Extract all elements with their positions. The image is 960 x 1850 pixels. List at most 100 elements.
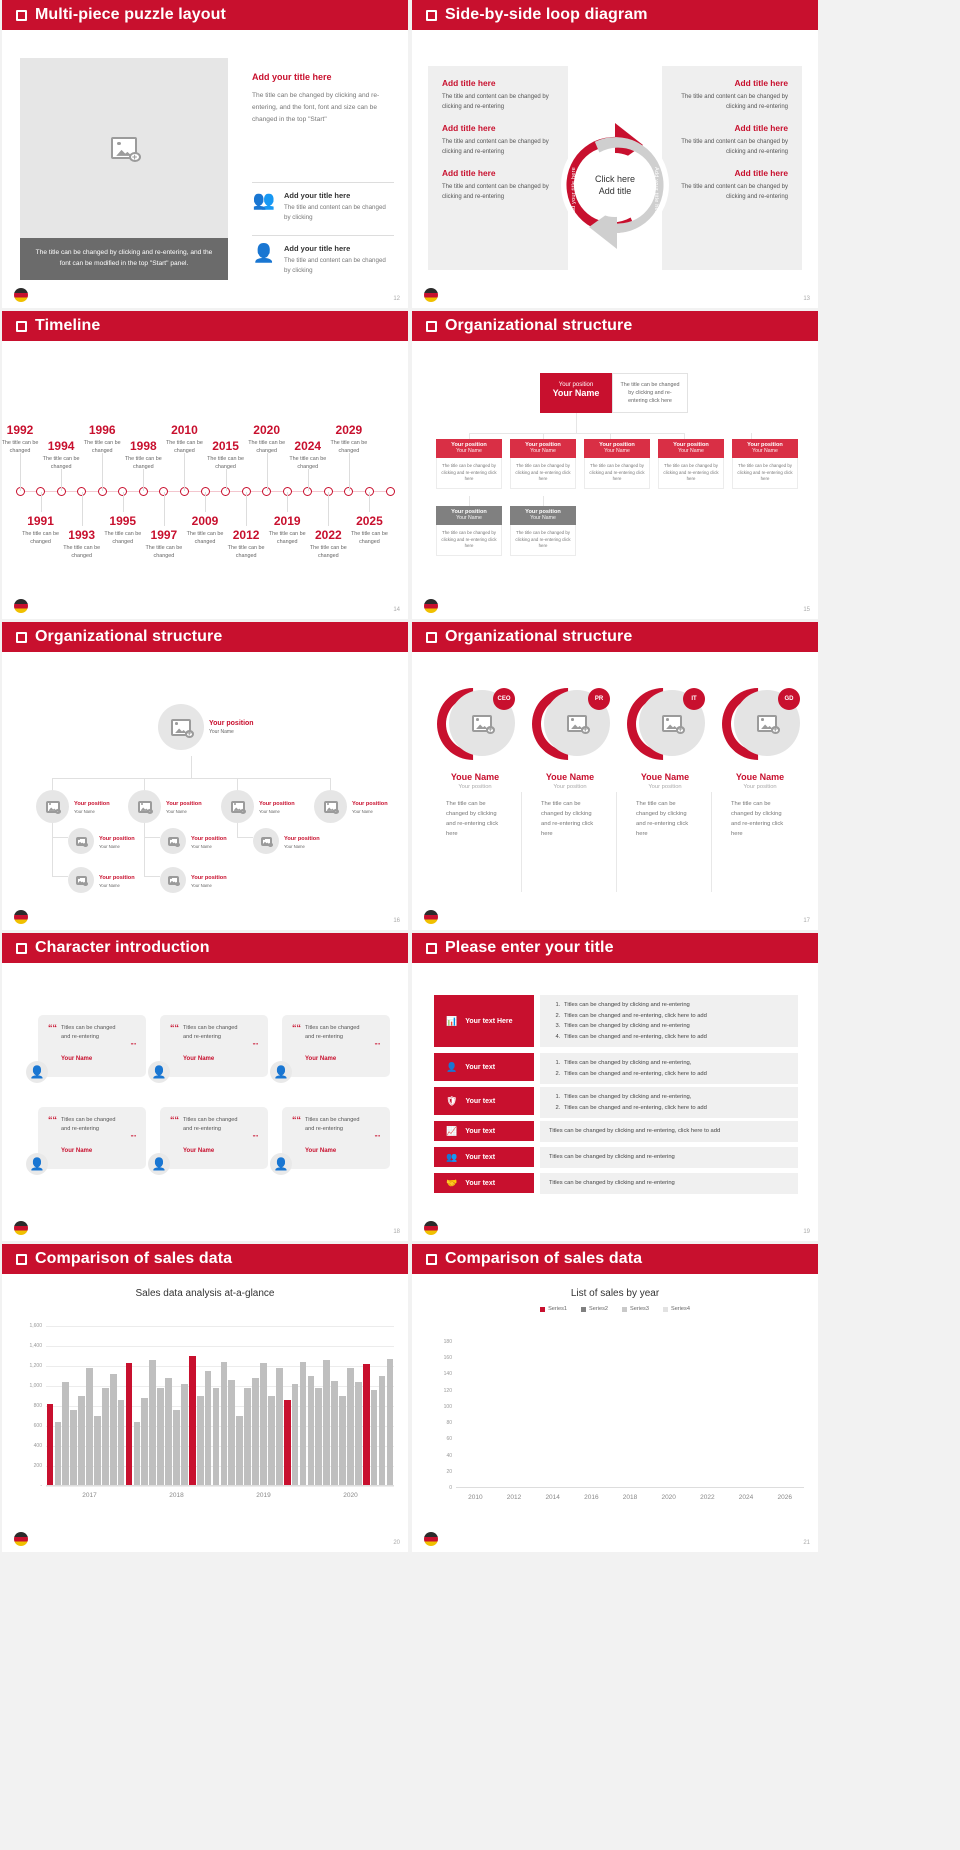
org-node[interactable]: + Your position Your Name	[36, 790, 110, 823]
timeline-event[interactable]: 1995 The title can be changed	[94, 514, 152, 546]
timeline-event[interactable]: 2009 The title can be changed	[176, 514, 234, 546]
org-node[interactable]: + Your position Your Name	[128, 790, 202, 823]
legend-item[interactable]: Series3	[622, 1306, 649, 1312]
row-button[interactable]: 📈 Your text	[434, 1121, 534, 1141]
org-box[interactable]: Your position Your Name The title can be…	[510, 439, 576, 489]
row-button[interactable]: 🛡 Your text	[434, 1087, 534, 1115]
row-button[interactable]: 👤 Your text	[434, 1053, 534, 1081]
bar[interactable]	[339, 1396, 346, 1486]
list-row[interactable]: 🛡 Your text Titles can be changed by cli…	[434, 1087, 798, 1118]
bar[interactable]	[157, 1388, 164, 1486]
bar[interactable]	[141, 1398, 149, 1486]
org-box[interactable]: Your position Your Name The title can be…	[658, 439, 724, 489]
bar[interactable]	[291, 1384, 299, 1486]
bar[interactable]	[109, 1374, 117, 1486]
timeline-event[interactable]: 2029 The title can be changed	[320, 423, 378, 455]
org-node[interactable]: + Your position Your Name	[68, 828, 135, 854]
loop-diagram[interactable]: Click here Add title Add your title here …	[555, 115, 675, 255]
org-box[interactable]: Your position Your Name The title can be…	[436, 506, 502, 556]
bar[interactable]	[260, 1363, 267, 1486]
bar[interactable]	[173, 1410, 180, 1486]
bar[interactable]	[117, 1400, 125, 1486]
bar[interactable]	[86, 1368, 93, 1486]
list-row[interactable]: 📊 Your text Here Titles can be changed b…	[434, 995, 798, 1047]
bar[interactable]	[307, 1376, 315, 1486]
org-box[interactable]: Your position Your Name The title can be…	[584, 439, 650, 489]
quote-card[interactable]: ““ Titles can be changed and re-entering …	[38, 1107, 146, 1169]
bar[interactable]	[165, 1378, 172, 1486]
timeline-event[interactable]: 2025 The title can be changed	[340, 514, 398, 546]
list-row[interactable]: 👥 Your text Titles can be changed by cli…	[434, 1147, 798, 1168]
bar[interactable]	[386, 1359, 394, 1486]
timeline-event[interactable]: 2020 The title can be changed	[238, 423, 296, 455]
quote-card[interactable]: ““ Titles can be changed and re-entering …	[282, 1015, 390, 1077]
org-node[interactable]: + Your position Your Name	[314, 790, 388, 823]
bar[interactable]	[133, 1422, 141, 1486]
bar[interactable]	[46, 1404, 54, 1486]
timeline-event[interactable]: 1998 The title can be changed	[114, 439, 172, 471]
bar[interactable]	[149, 1360, 157, 1486]
timeline-event[interactable]: 1996 The title can be changed	[73, 423, 131, 455]
bar[interactable]	[267, 1396, 275, 1486]
timeline-event[interactable]: 2012 The title can be changed	[217, 528, 275, 560]
org-node[interactable]: + Your position Your Name	[253, 828, 320, 854]
org-root[interactable]: Your position Your Name The title can be…	[540, 373, 688, 413]
bar[interactable]	[54, 1422, 62, 1486]
timeline-event[interactable]: 2015 The title can be changed	[197, 439, 255, 471]
bar[interactable]	[188, 1356, 196, 1486]
bar[interactable]	[252, 1378, 259, 1486]
legend-item[interactable]: Series2	[581, 1306, 608, 1312]
list-row[interactable]: 👤 Your text Titles can be changed by cli…	[434, 1053, 798, 1084]
org-node[interactable]: + Your position Your Name	[221, 790, 295, 823]
timeline-event[interactable]: 1992 The title can be changed	[2, 423, 49, 455]
legend-item[interactable]: Series1	[540, 1306, 567, 1312]
list-row[interactable]: 📈 Your text Titles can be changed by cli…	[434, 1121, 798, 1142]
timeline-tick[interactable]	[385, 487, 395, 496]
bar[interactable]	[315, 1388, 323, 1486]
row-button[interactable]: 👥 Your text	[434, 1147, 534, 1167]
timeline-event[interactable]: 2024 The title can be changed	[279, 439, 337, 471]
bar[interactable]	[204, 1371, 212, 1486]
bar[interactable]	[78, 1396, 85, 1486]
bar[interactable]	[196, 1396, 204, 1486]
timeline-event[interactable]: 1997 The title can be changed	[135, 528, 193, 560]
org-node[interactable]: + Your position Your Name	[68, 867, 135, 893]
bar[interactable]	[220, 1362, 228, 1486]
quote-card[interactable]: ““ Titles can be changed and re-entering …	[38, 1015, 146, 1077]
legend-item[interactable]: Series4	[662, 1306, 690, 1312]
bar[interactable]	[370, 1390, 378, 1486]
bar[interactable]	[244, 1388, 251, 1486]
timeline-event[interactable]: 1994 The title can be changed	[32, 439, 90, 471]
org-box[interactable]: Your position Your Name The title can be…	[510, 506, 576, 556]
org-box[interactable]: Your position Your Name The title can be…	[732, 439, 798, 489]
bar[interactable]	[62, 1382, 70, 1486]
bar[interactable]	[236, 1416, 244, 1486]
bar[interactable]	[323, 1360, 331, 1486]
team-card[interactable]: + PR Youe Name Your position The title c…	[517, 673, 619, 839]
bar[interactable]	[70, 1410, 78, 1486]
bar[interactable]	[228, 1380, 236, 1486]
bar[interactable]	[101, 1388, 109, 1486]
timeline[interactable]: 1992 The title can be changed 1996 The titl…	[2, 341, 408, 619]
team-card[interactable]: + CEO Youe Name Your position The title …	[422, 673, 524, 839]
timeline-event[interactable]: 1993 The title can be changed	[53, 528, 111, 560]
timeline-event[interactable]: 1991 The title can be changed	[12, 514, 70, 546]
bar[interactable]	[347, 1368, 354, 1486]
bar[interactable]	[283, 1400, 291, 1486]
org-node[interactable]: + Your position Your Name	[160, 828, 227, 854]
bar[interactable]	[354, 1382, 362, 1486]
image-placeholder[interactable]: +	[20, 58, 228, 238]
bar[interactable]	[378, 1376, 386, 1486]
quote-card[interactable]: ““ Titles can be changed and re-entering …	[160, 1107, 268, 1169]
org-node[interactable]: + Your position Your Name	[160, 867, 227, 893]
bar[interactable]	[94, 1416, 101, 1486]
quote-card[interactable]: ““ Titles can be changed and re-entering …	[282, 1107, 390, 1169]
timeline-event[interactable]: 2019 The title can be changed	[258, 514, 316, 546]
feature-row[interactable]: 👥 Add your title here The title and cont…	[252, 182, 394, 223]
row-button[interactable]: 📊 Your text Here	[434, 995, 534, 1047]
bar[interactable]	[125, 1363, 133, 1486]
bar[interactable]	[212, 1388, 220, 1486]
org-box[interactable]: Your position Your Name The title can be…	[436, 439, 502, 489]
bar[interactable]	[299, 1362, 307, 1486]
list-row[interactable]: 🤝 Your text Titles can be changed by cli…	[434, 1173, 798, 1194]
